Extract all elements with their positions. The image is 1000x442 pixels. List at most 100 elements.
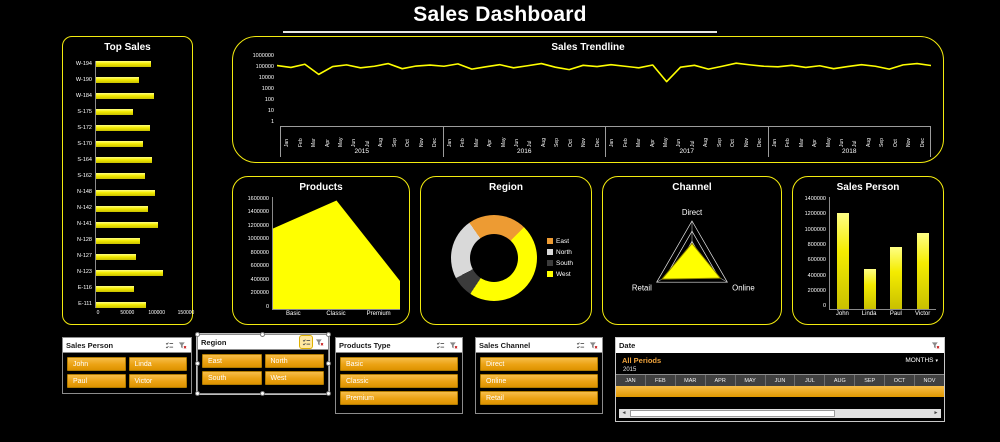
month-labels: Jan Feb Mar Apr May Jun Jul Aug Sep Oct Nov Dec: [281, 127, 443, 147]
slicer-button[interactable]: South: [202, 371, 262, 385]
clear-filter-icon[interactable]: [929, 340, 941, 352]
slicer-button[interactable]: North: [264, 354, 324, 368]
region-donut: [451, 214, 537, 301]
area-svg: [273, 200, 400, 309]
x-axis-tick: 50000: [120, 310, 135, 316]
timeline-month[interactable]: FEB: [646, 375, 676, 386]
bar: [96, 301, 147, 308]
top-sales-chart: W-194 W-190 W-184 S-175 S-172 S-170 S-164 S-162…: [69, 59, 194, 319]
clear-filter-icon[interactable]: [447, 339, 459, 351]
timeline-month[interactable]: NOV: [923, 377, 936, 384]
multiselect-icon[interactable]: [300, 336, 312, 348]
slicer-button[interactable]: West: [264, 371, 324, 385]
month-cell: Jan: [281, 127, 294, 147]
legend-swatch: [547, 260, 553, 266]
selection-handle[interactable]: [195, 391, 200, 396]
month-label: Jul: [689, 140, 696, 147]
column-slot: [857, 197, 884, 309]
slicer-button[interactable]: John: [67, 357, 126, 371]
month-label: Jan: [284, 138, 291, 147]
selection-handle[interactable]: [326, 332, 331, 337]
month-label: Apr: [324, 139, 331, 147]
timeline-month[interactable]: SEP: [855, 375, 886, 386]
month-label: Feb: [622, 138, 629, 147]
dropdown-caret-icon: ▾: [935, 357, 938, 364]
selection-handle[interactable]: [195, 332, 200, 337]
timeline-month[interactable]: MAY: [736, 375, 766, 386]
timeline-month[interactable]: JAN: [616, 375, 646, 386]
month-label: Feb: [785, 138, 792, 147]
scroll-right-icon[interactable]: ►: [931, 409, 941, 418]
year-group: Jan Feb Mar Apr May Jun Jul Aug Sep Oct Nov Dec 2017: [606, 127, 769, 157]
clear-filter-icon[interactable]: [313, 336, 325, 348]
slicer-button[interactable]: Retail: [480, 391, 598, 405]
month-labels: Jan Feb Mar Apr May Jun Jul Aug Sep Oct Nov Dec: [606, 127, 768, 147]
slicer-button[interactable]: Classic: [340, 374, 458, 388]
timeline-month[interactable]: AUG: [825, 375, 856, 386]
slicer-button[interactable]: East: [202, 354, 262, 368]
slicer-button[interactable]: Premium: [340, 391, 458, 405]
slicer-button[interactable]: Basic: [340, 357, 458, 371]
month-label: Dec: [757, 138, 764, 147]
slicer-button[interactable]: Victor: [128, 374, 187, 388]
panel-title: Channel: [672, 182, 712, 193]
sales-person-chart: 1400000 1200000 1000000 800000 600000 400000 2…: [798, 196, 936, 319]
x-axis-label: Paul: [889, 311, 902, 317]
clear-filter-icon[interactable]: [587, 339, 599, 351]
month-label: May: [338, 137, 345, 147]
month-label: Jun: [351, 138, 358, 147]
clear-filter-icon[interactable]: [176, 339, 188, 351]
time-level-dropdown[interactable]: MONTHS ▾: [905, 357, 938, 364]
multiselect-icon[interactable]: [163, 339, 175, 351]
multiselect-icon[interactable]: [434, 339, 446, 351]
slicer-button[interactable]: Linda: [128, 357, 187, 371]
category-label: W-184: [75, 93, 92, 99]
radar-axis-label: Direct: [682, 208, 703, 217]
month-cell: Sep: [714, 127, 727, 147]
month-label: Aug: [378, 138, 385, 147]
slicer-button[interactable]: Online: [480, 374, 598, 388]
timeline-scrollbar[interactable]: ◄ ►: [619, 409, 941, 418]
channel-chart: Direct Online Retail: [608, 192, 776, 322]
timeline-month[interactable]: JUN: [766, 375, 796, 386]
slicer-title: Region: [201, 337, 227, 347]
month-label: Apr: [649, 139, 656, 147]
month-label: Sep: [879, 138, 886, 147]
month-label: Oct: [405, 139, 412, 147]
timeline-month[interactable]: OCT: [885, 375, 916, 386]
legend-item: South: [547, 260, 573, 267]
month-label: Jan: [446, 138, 453, 147]
month-label: Oct: [730, 139, 737, 147]
scrollbar-thumb[interactable]: [630, 410, 836, 417]
y-axis: 1400000 1200000 1000000 800000 600000 400000 2…: [798, 196, 829, 310]
slicer-button[interactable]: Direct: [480, 357, 598, 371]
bar: [96, 125, 150, 132]
x-axis-tick: 0: [96, 310, 100, 316]
month-cell: Apr: [321, 127, 334, 147]
timeline-month[interactable]: MAR: [676, 375, 706, 386]
timeline-selection-bar[interactable]: [616, 386, 944, 397]
month-cell: Nov: [903, 127, 916, 147]
slicer-button[interactable]: Paul: [67, 374, 126, 388]
selection-handle[interactable]: [195, 361, 200, 366]
bar: [96, 285, 135, 292]
month-label: May: [663, 137, 670, 147]
clear-filter-glyph: [589, 341, 597, 349]
selection-handle[interactable]: [326, 361, 331, 366]
scroll-left-icon[interactable]: ◄: [619, 409, 629, 418]
year-group: Jan Feb Mar Apr May Jun Jul Aug Sep Oct Nov Dec 2015: [280, 127, 444, 157]
selection-handle[interactable]: [260, 332, 265, 337]
month-cell: May: [822, 127, 835, 147]
month-label: Feb: [460, 138, 467, 147]
selection-handle[interactable]: [260, 391, 265, 396]
timeline-month[interactable]: JUL: [795, 375, 826, 386]
timeline-month[interactable]: APR: [706, 375, 736, 386]
bar: [96, 173, 145, 180]
selection-handle[interactable]: [326, 391, 331, 396]
multiselect-icon[interactable]: [574, 339, 586, 351]
month-label: May: [825, 137, 832, 147]
legend-label: West: [556, 270, 571, 278]
scrollbar-track[interactable]: [629, 409, 931, 418]
category-label: N-141: [77, 221, 92, 227]
month-cell: Mar: [795, 127, 808, 147]
